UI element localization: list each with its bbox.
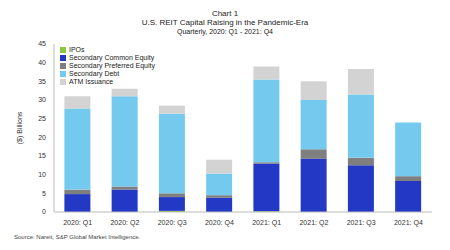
html-text:Chart 1: Chart 1 <box>211 9 239 18</box>
svg-text:2021: Q4: 2021: Q4 <box>394 219 423 227</box>
svg-text:2020: Q1: 2020: Q1 <box>63 219 92 227</box>
svg-text:15: 15 <box>38 152 46 159</box>
svg-text:40: 40 <box>38 59 46 66</box>
html-text:Source: Nareit, S&P Global Mar: Source: Nareit, S&P Global Market Intell… <box>14 234 141 240</box>
html-text:Secondary Preferred Equity: Secondary Preferred Equity <box>69 62 155 69</box>
html-text:Quarterly, 2020: Q1 - 2021: Q4: Quarterly, 2020: Q1 - 2021: Q4 <box>177 28 273 35</box>
html-text:IPOs: IPOs <box>69 46 85 53</box>
svg-text:5: 5 <box>42 190 46 197</box>
svg-text:25: 25 <box>38 115 46 122</box>
html-text:ATM Issuance: ATM Issuance <box>69 78 114 85</box>
html-text:Secondary Common Equity: Secondary Common Equity <box>69 54 155 61</box>
svg-text:2021: Q2: 2021: Q2 <box>299 219 328 227</box>
svg-text:30: 30 <box>38 96 46 103</box>
svg-text:45: 45 <box>38 40 46 47</box>
svg-text:2020: Q3: 2020: Q3 <box>158 219 187 227</box>
svg-text:($) Billions: ($) Billions <box>16 111 24 144</box>
html-text:U.S. REIT Capital Raising in t: U.S. REIT Capital Raising in the Pandemi… <box>141 18 309 27</box>
html-text:Secondary Debt: Secondary Debt <box>69 70 120 77</box>
svg-text:0: 0 <box>42 208 46 215</box>
svg-text:2021: Q3: 2021: Q3 <box>347 219 376 227</box>
svg-text:2020: Q2: 2020: Q2 <box>110 219 139 227</box>
svg-text:20: 20 <box>38 134 46 141</box>
svg-text:35: 35 <box>38 78 46 85</box>
svg-text:10: 10 <box>38 171 46 178</box>
svg-text:2020: Q4: 2020: Q4 <box>205 219 234 227</box>
svg-text:2021: Q1: 2021: Q1 <box>252 219 281 227</box>
